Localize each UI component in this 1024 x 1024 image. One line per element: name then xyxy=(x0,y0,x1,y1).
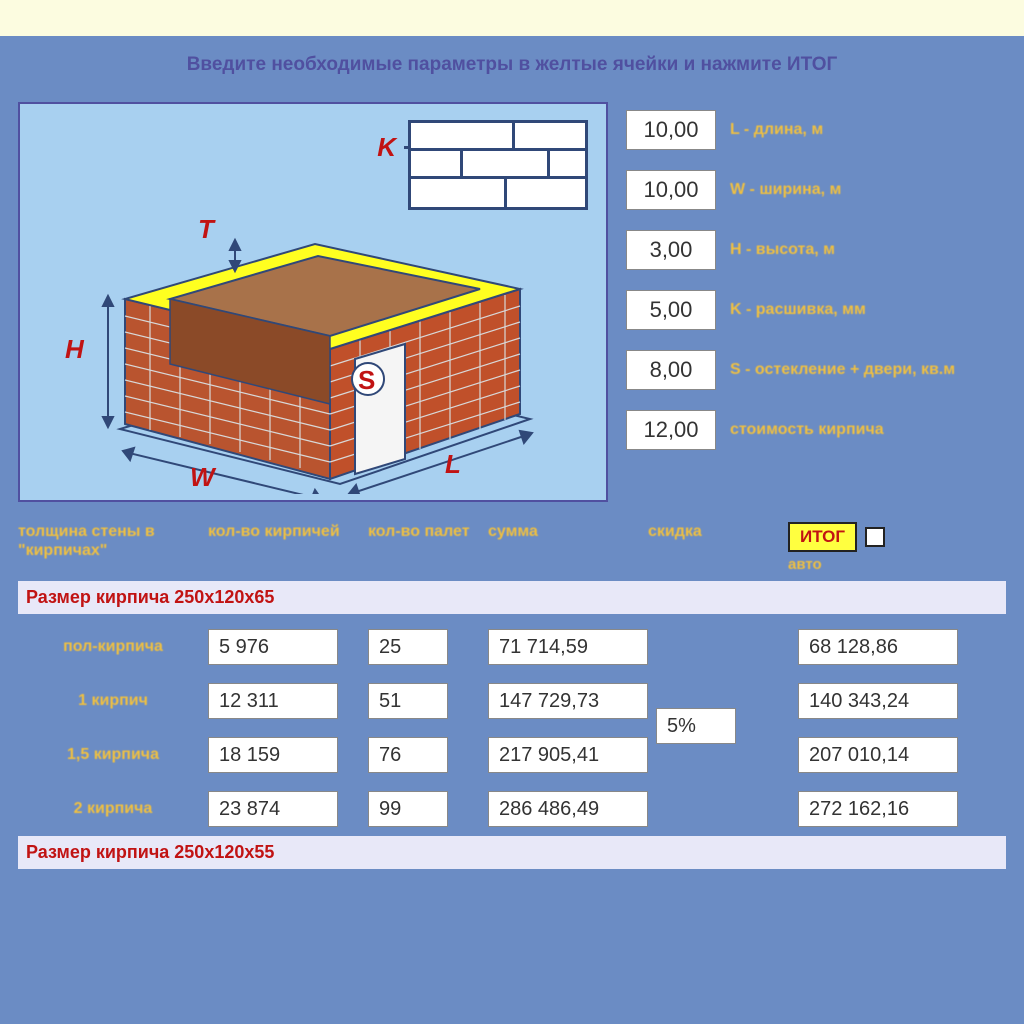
cell-pallets: 76 xyxy=(368,737,448,773)
param-row-s: S - остекление + двери, кв.м xyxy=(626,350,1006,390)
cell-bricks: 5 976 xyxy=(208,629,338,665)
header-pallets: кол-во палет xyxy=(368,522,488,541)
section-title-2: Размер кирпича 250x120x55 xyxy=(18,836,1006,869)
table-row: 1 кирпич 12 311 51 147 729,73 140 343,24 xyxy=(18,674,1006,728)
row-label: 1,5 кирпича xyxy=(18,746,208,764)
itog-block: ИТОГ авто xyxy=(788,522,885,573)
cell-total: 207 010,14 xyxy=(798,737,958,773)
row-label: 1 кирпич xyxy=(18,692,208,710)
top-banner xyxy=(0,0,1024,36)
label-glazing: S - остекление + двери, кв.м xyxy=(730,360,955,379)
header-bricks: кол-во кирпичей xyxy=(208,522,368,541)
input-cost[interactable] xyxy=(626,410,716,450)
section-title-1: Размер кирпича 250x120x65 xyxy=(18,581,1006,614)
table-row: пол-кирпича 5 976 25 71 714,59 68 128,86 xyxy=(18,620,1006,674)
param-row-h: H - высота, м xyxy=(626,230,1006,270)
cell-bricks: 12 311 xyxy=(208,683,338,719)
cell-bricks: 18 159 xyxy=(208,737,338,773)
label-cost: стоимость кирпича xyxy=(730,420,884,439)
header-thickness: толщина стены в "кирпичах" xyxy=(18,522,208,560)
auto-checkbox[interactable] xyxy=(865,527,885,547)
cell-sum: 147 729,73 xyxy=(488,683,648,719)
label-height: H - высота, м xyxy=(730,240,835,259)
param-row-cost: стоимость кирпича xyxy=(626,410,1006,450)
discount-value[interactable]: 5% xyxy=(656,708,736,744)
param-row-w: W - ширина, м xyxy=(626,170,1006,210)
cell-bricks: 23 874 xyxy=(208,791,338,827)
diagram-panel: K xyxy=(18,102,608,502)
auto-label: авто xyxy=(788,556,885,573)
s-dimension-label: S xyxy=(358,365,375,396)
param-row-l: L - длина, м xyxy=(626,110,1006,150)
table-row: 1,5 кирпича 18 159 76 217 905,41 207 010… xyxy=(18,728,1006,782)
label-joint: K - расшивка, мм xyxy=(730,300,866,319)
parameters-panel: L - длина, м W - ширина, м H - высота, м… xyxy=(626,102,1006,502)
cell-pallets: 25 xyxy=(368,629,448,665)
upper-section: K xyxy=(18,102,1006,502)
cell-pallets: 51 xyxy=(368,683,448,719)
brick-pattern-icon xyxy=(408,120,588,210)
row-label: 2 кирпича xyxy=(18,800,208,818)
input-joint[interactable] xyxy=(626,290,716,330)
cell-total: 272 162,16 xyxy=(798,791,958,827)
label-length: L - длина, м xyxy=(730,120,823,139)
cell-sum: 286 486,49 xyxy=(488,791,648,827)
label-width: W - ширина, м xyxy=(730,180,841,199)
column-headers: толщина стены в "кирпичах" кол-во кирпич… xyxy=(18,514,1006,581)
input-length[interactable] xyxy=(626,110,716,150)
l-dimension-label: L xyxy=(445,449,461,480)
k-dimension-label: K xyxy=(377,132,396,163)
input-width[interactable] xyxy=(626,170,716,210)
header-sum: сумма xyxy=(488,522,648,541)
itog-button[interactable]: ИТОГ xyxy=(788,522,857,552)
row-label: пол-кирпича xyxy=(18,638,208,656)
cell-sum: 217 905,41 xyxy=(488,737,648,773)
cell-total: 68 128,86 xyxy=(798,629,958,665)
w-dimension-label: W xyxy=(190,462,215,493)
isometric-diagram: H T S W L xyxy=(50,204,570,494)
input-glazing[interactable] xyxy=(626,350,716,390)
param-row-k: K - расшивка, мм xyxy=(626,290,1006,330)
h-dimension-label: H xyxy=(65,334,84,365)
table-row: 2 кирпича 23 874 99 286 486,49 272 162,1… xyxy=(18,782,1006,836)
cell-pallets: 99 xyxy=(368,791,448,827)
t-dimension-label: T xyxy=(198,214,214,245)
cell-total: 140 343,24 xyxy=(798,683,958,719)
input-height[interactable] xyxy=(626,230,716,270)
header-discount: скидка xyxy=(648,522,788,541)
instruction-text: Введите необходимые параметры в желтые я… xyxy=(18,36,1006,102)
cell-sum: 71 714,59 xyxy=(488,629,648,665)
main-container: Введите необходимые параметры в желтые я… xyxy=(0,36,1024,869)
